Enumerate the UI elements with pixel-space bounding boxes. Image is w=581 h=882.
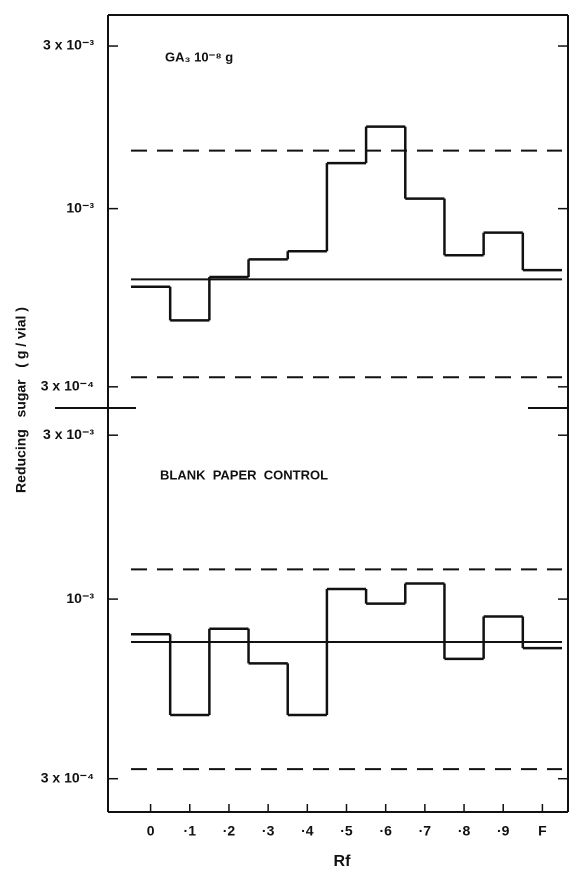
x-tick-label: 0 (147, 823, 155, 839)
x-tick-label: ·6 (379, 823, 392, 839)
x-tick-label: ·5 (340, 823, 353, 839)
y-tick-label: 10⁻³ (66, 590, 94, 606)
y-tick-label: 10⁻³ (66, 199, 94, 215)
y-tick-label: 3 x 10⁻³ (43, 37, 94, 53)
annotation: BLANK PAPER CONTROL (160, 467, 328, 482)
x-tick-label: ·1 (184, 823, 197, 839)
y-tick-label: 3 x 10⁻⁴ (41, 378, 94, 394)
x-tick-label: ·4 (301, 823, 314, 839)
x-axis-label: Rf (334, 853, 352, 870)
x-tick-label: ·2 (223, 823, 236, 839)
x-tick-label: ·3 (262, 823, 275, 839)
annotation: GA₃ 10⁻⁸ g (165, 49, 233, 64)
y-tick-label: 3 x 10⁻³ (43, 426, 94, 442)
y-tick-label: 3 x 10⁻⁴ (41, 769, 94, 785)
x-tick-label: ·7 (419, 823, 432, 839)
y-axis-label: Reducing sugar ( g / vial ) (13, 307, 29, 493)
x-tick-label: ·8 (458, 823, 471, 839)
x-tick-label: ·9 (497, 823, 510, 839)
x-tick-label: F (538, 823, 547, 839)
